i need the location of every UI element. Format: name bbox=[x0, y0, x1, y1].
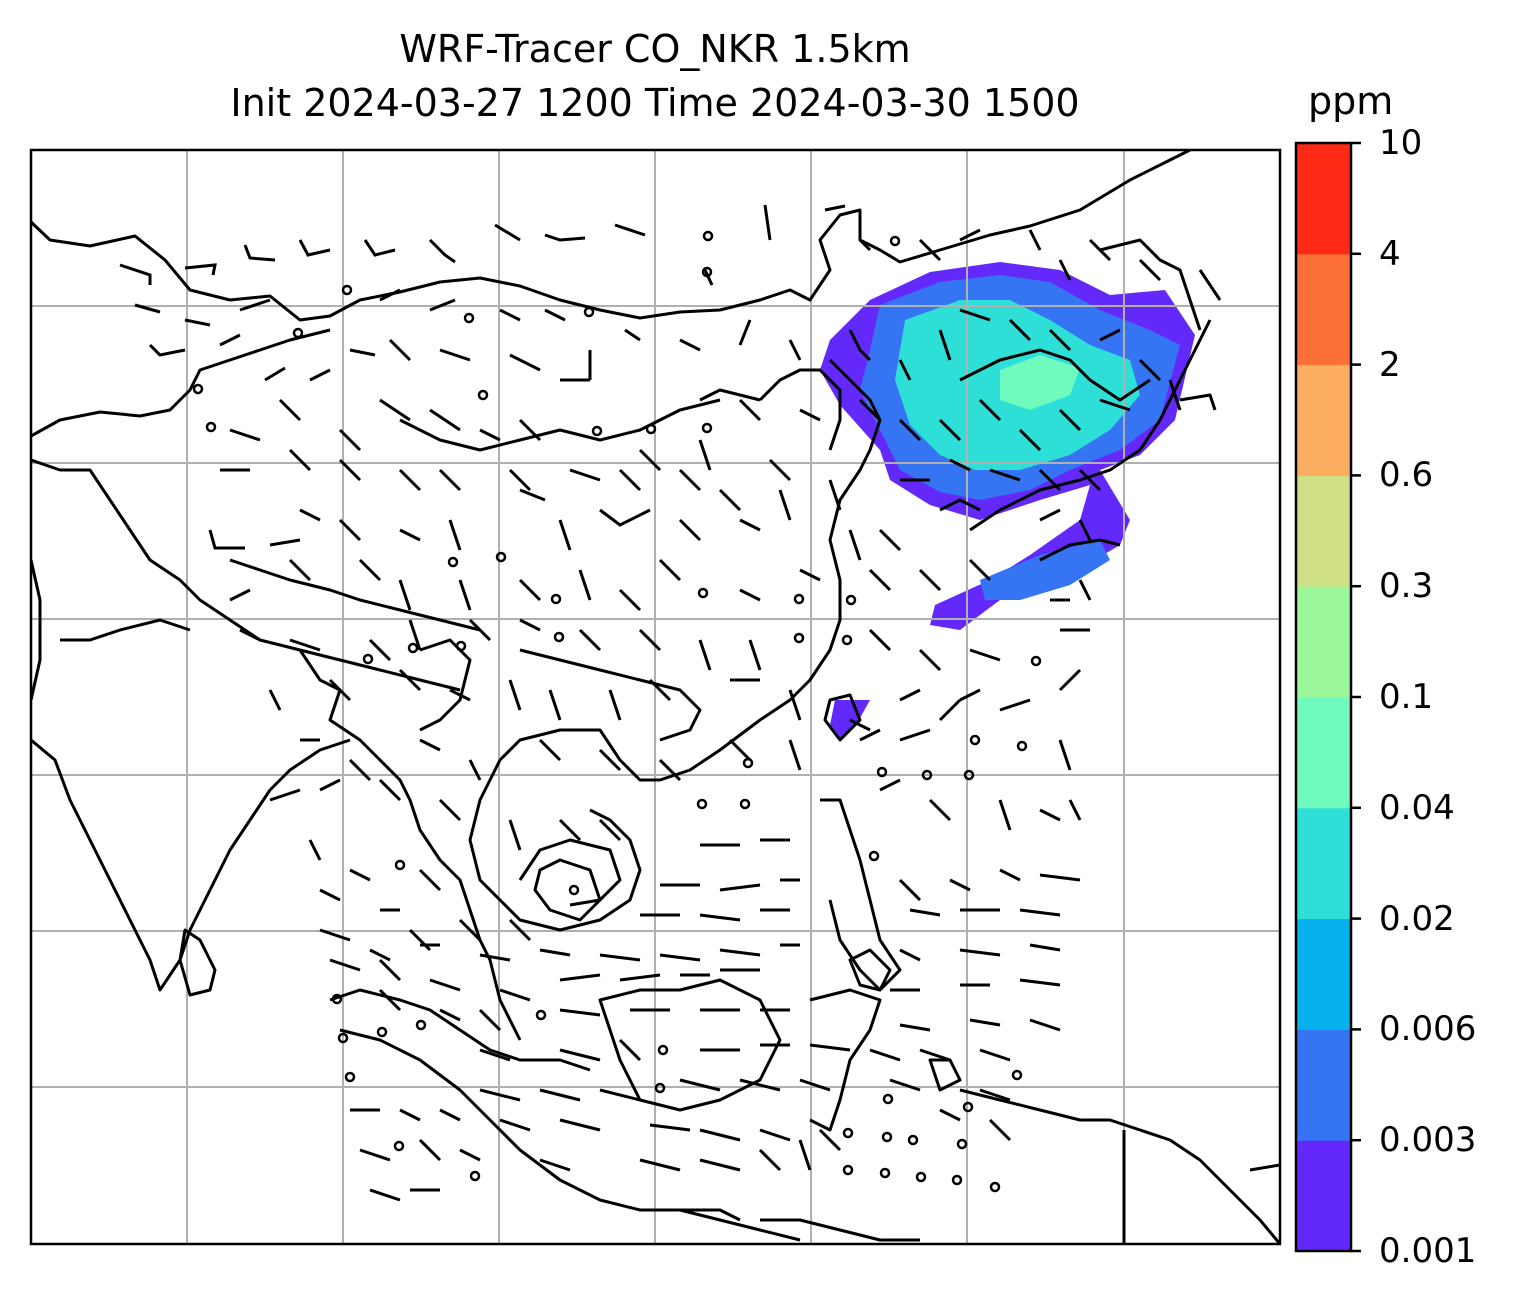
tracer-plume bbox=[820, 262, 1195, 740]
coastlines bbox=[31, 150, 1280, 1244]
colorbar-segment bbox=[1296, 918, 1351, 1030]
colorbar-tick-label: 0.6 bbox=[1379, 455, 1434, 496]
wind-barbs bbox=[119, 204, 1222, 1202]
calm-markers bbox=[192, 230, 1042, 1193]
colorbar-tick-label: 4 bbox=[1379, 233, 1401, 274]
colorbar-segment bbox=[1296, 143, 1351, 255]
colorbar-segment bbox=[1296, 1140, 1351, 1252]
colorbar-tick-label: 0.02 bbox=[1379, 898, 1455, 939]
colorbar-segment bbox=[1296, 475, 1351, 587]
colorbar-tick-label: 2 bbox=[1379, 344, 1401, 385]
colorbar-tick-label: 0.003 bbox=[1379, 1120, 1477, 1161]
colorbar-tick-label: 0.04 bbox=[1379, 787, 1455, 828]
plot-title-line2: Init 2024-03-27 1200 Time 2024-03-30 150… bbox=[230, 81, 1080, 125]
colorbar-tick-label: 0.001 bbox=[1379, 1231, 1477, 1271]
colorbar-segment bbox=[1296, 697, 1351, 809]
colorbar-tick-label: 0.3 bbox=[1379, 566, 1434, 607]
colorbar-segment bbox=[1296, 586, 1351, 698]
colorbar-unit: ppm bbox=[1308, 79, 1394, 123]
colorbar-segment bbox=[1296, 807, 1351, 920]
colorbar-ticks bbox=[1351, 141, 1361, 1253]
colorbar-segment bbox=[1296, 1029, 1351, 1141]
colorbar-segment bbox=[1296, 253, 1351, 366]
colorbar bbox=[1296, 143, 1351, 1252]
colorbar-tick-label: 0.006 bbox=[1379, 1009, 1477, 1050]
plot-title-line1: WRF-Tracer CO_NKR 1.5km bbox=[399, 27, 911, 71]
map-frame bbox=[29, 148, 1282, 1246]
plume-peak bbox=[1000, 355, 1080, 410]
colorbar-tick-label: 0.1 bbox=[1379, 677, 1434, 717]
colorbar-tick-label: 10 bbox=[1379, 123, 1423, 163]
map-gridlines bbox=[31, 150, 1280, 1244]
plume-lower bbox=[980, 540, 1110, 600]
colorbar-segment bbox=[1296, 364, 1351, 476]
